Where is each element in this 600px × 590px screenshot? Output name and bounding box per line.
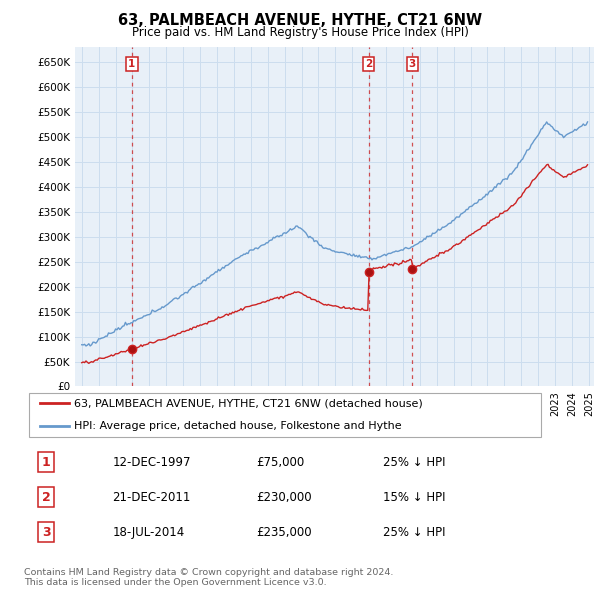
Text: 2: 2 bbox=[42, 490, 50, 504]
Text: 25% ↓ HPI: 25% ↓ HPI bbox=[383, 526, 445, 539]
Text: 12-DEC-1997: 12-DEC-1997 bbox=[112, 455, 191, 468]
Text: 63, PALMBEACH AVENUE, HYTHE, CT21 6NW (detached house): 63, PALMBEACH AVENUE, HYTHE, CT21 6NW (d… bbox=[74, 398, 423, 408]
Text: 3: 3 bbox=[42, 526, 50, 539]
Text: Price paid vs. HM Land Registry's House Price Index (HPI): Price paid vs. HM Land Registry's House … bbox=[131, 26, 469, 39]
Text: 2: 2 bbox=[365, 59, 372, 69]
Text: £75,000: £75,000 bbox=[256, 455, 304, 468]
Text: Contains HM Land Registry data © Crown copyright and database right 2024.
This d: Contains HM Land Registry data © Crown c… bbox=[24, 568, 394, 587]
Text: 21-DEC-2011: 21-DEC-2011 bbox=[112, 490, 191, 504]
FancyBboxPatch shape bbox=[29, 393, 541, 437]
Text: £235,000: £235,000 bbox=[256, 526, 311, 539]
Text: £230,000: £230,000 bbox=[256, 490, 311, 504]
Text: 25% ↓ HPI: 25% ↓ HPI bbox=[383, 455, 445, 468]
Text: 18-JUL-2014: 18-JUL-2014 bbox=[112, 526, 185, 539]
Text: HPI: Average price, detached house, Folkestone and Hythe: HPI: Average price, detached house, Folk… bbox=[74, 421, 402, 431]
Text: 63, PALMBEACH AVENUE, HYTHE, CT21 6NW: 63, PALMBEACH AVENUE, HYTHE, CT21 6NW bbox=[118, 13, 482, 28]
Text: 1: 1 bbox=[42, 455, 50, 468]
Text: 15% ↓ HPI: 15% ↓ HPI bbox=[383, 490, 445, 504]
Text: 1: 1 bbox=[128, 59, 136, 69]
Text: 3: 3 bbox=[409, 59, 416, 69]
